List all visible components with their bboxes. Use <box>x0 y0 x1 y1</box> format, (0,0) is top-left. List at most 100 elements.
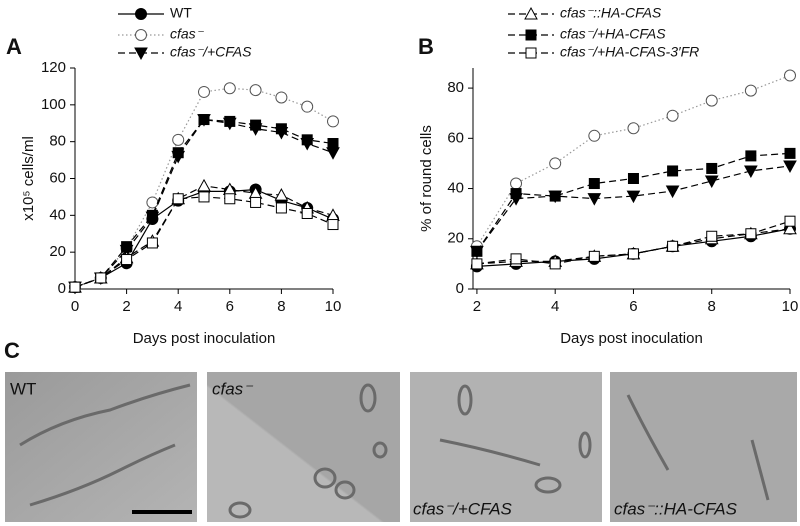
image-label: cfas⁻ <box>212 379 254 398</box>
point <box>588 178 600 190</box>
y-tick-label: 0 <box>456 280 464 297</box>
image-label: cfas⁻::HA-CFAS <box>614 499 738 518</box>
point <box>95 272 107 284</box>
point <box>745 228 757 240</box>
point <box>510 253 522 265</box>
panel-label: B <box>418 34 434 59</box>
legend-label: cfas⁻/+CFAS <box>170 44 252 60</box>
point <box>198 191 210 203</box>
image-label: WT <box>10 379 36 398</box>
x-tick-label: 2 <box>473 298 481 315</box>
legend-marker <box>524 6 538 20</box>
point <box>326 147 340 160</box>
point <box>784 215 796 227</box>
x-tick-label: 2 <box>122 298 130 315</box>
image-label: cfas⁻/+CFAS <box>413 499 513 518</box>
point <box>198 114 210 126</box>
series-line <box>476 165 791 252</box>
point <box>275 123 287 135</box>
x-tick-label: 8 <box>277 298 285 315</box>
cells <box>19 383 770 519</box>
point <box>745 150 757 162</box>
point <box>510 188 522 200</box>
point <box>704 175 719 189</box>
point <box>69 281 81 293</box>
point <box>327 138 339 150</box>
point <box>627 173 639 184</box>
point <box>121 241 133 253</box>
legend-label: cfas⁻::HA-CFAS <box>560 5 662 21</box>
point <box>667 165 679 177</box>
y-axis-label: % of round cells <box>418 125 435 232</box>
point <box>223 82 236 95</box>
point <box>172 193 184 205</box>
point <box>301 100 314 113</box>
point <box>744 165 758 179</box>
point <box>549 258 561 270</box>
y-tick-label: 40 <box>447 180 464 197</box>
y-tick-label: 80 <box>447 79 464 96</box>
point <box>471 245 483 257</box>
x-axis-label: Days post inoculation <box>560 330 703 347</box>
point <box>301 207 313 219</box>
point <box>705 94 718 107</box>
point <box>784 69 796 82</box>
point <box>783 221 797 235</box>
point <box>275 91 288 104</box>
point <box>587 193 602 206</box>
point <box>665 185 680 199</box>
micrographs: WT cfas⁻ cfas⁻/+CFAS cfas⁻::HA-CFAS <box>5 372 797 522</box>
point <box>172 133 185 146</box>
point <box>197 178 211 192</box>
point <box>250 196 262 208</box>
panel-label: C <box>4 338 20 363</box>
legend-marker <box>135 29 147 41</box>
y-tick-label: 60 <box>447 129 464 146</box>
point <box>588 250 600 262</box>
x-tick-label: 4 <box>551 298 559 315</box>
point <box>784 147 796 159</box>
y-tick-label: 100 <box>41 96 66 113</box>
point <box>274 188 289 201</box>
point <box>588 129 601 142</box>
image <box>5 372 197 522</box>
point <box>510 177 523 190</box>
point <box>667 240 679 252</box>
point <box>626 190 641 204</box>
series-line <box>74 188 334 288</box>
point <box>275 202 287 214</box>
legend-marker <box>525 47 537 59</box>
point <box>706 162 718 174</box>
series-line <box>476 74 791 247</box>
y-tick-label: 80 <box>49 133 66 150</box>
image <box>207 372 400 522</box>
point <box>146 237 158 249</box>
y-tick-label: 20 <box>49 243 66 260</box>
x-tick-label: 4 <box>174 298 182 315</box>
point <box>146 209 158 221</box>
y-tick-label: 40 <box>49 206 66 223</box>
point <box>224 193 236 205</box>
legend-marker <box>135 8 147 20</box>
point <box>121 254 133 266</box>
point <box>249 84 262 97</box>
x-axis-label: Days post inoculation <box>133 330 276 347</box>
point <box>706 230 718 242</box>
legend-label: WT <box>170 5 192 21</box>
point <box>172 147 184 159</box>
x-tick-label: 10 <box>782 298 799 315</box>
y-tick-label: 120 <box>41 59 66 76</box>
point <box>666 109 679 122</box>
y-axis-label: x10⁵ cells/ml <box>20 136 37 221</box>
x-tick-label: 0 <box>71 298 79 315</box>
point <box>744 84 757 97</box>
x-tick-label: 6 <box>226 298 234 315</box>
legend-label: cfas⁻/+HA-CFAS-3′FR <box>560 44 699 60</box>
point <box>627 248 639 260</box>
point <box>327 115 339 128</box>
point <box>549 190 561 202</box>
y-tick-label: 0 <box>58 280 66 297</box>
point <box>301 134 313 146</box>
point <box>250 119 262 131</box>
